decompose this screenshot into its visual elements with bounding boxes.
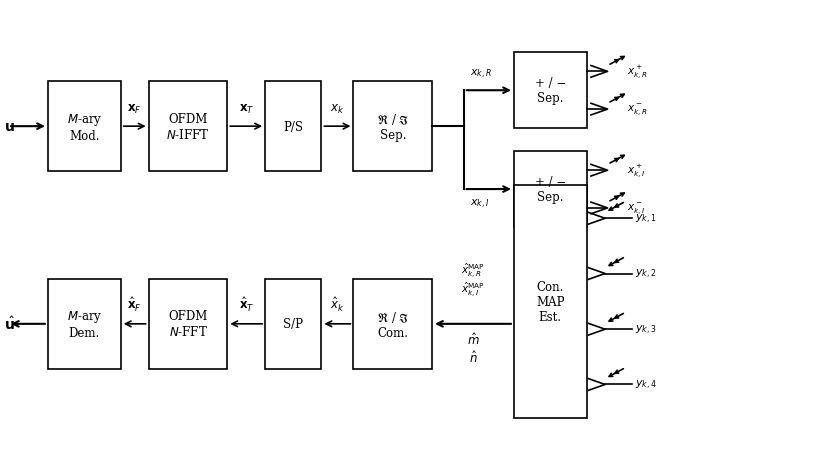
Text: $y_{k,3}$: $y_{k,3}$ (635, 323, 656, 336)
Text: $\mathbf{x}_F$: $\mathbf{x}_F$ (127, 103, 142, 116)
Text: $\hat{x}_k$: $\hat{x}_k$ (330, 295, 344, 313)
Text: $y_{k,1}$: $y_{k,1}$ (635, 212, 656, 226)
FancyBboxPatch shape (354, 279, 432, 369)
FancyBboxPatch shape (149, 82, 227, 172)
FancyBboxPatch shape (514, 53, 587, 129)
FancyBboxPatch shape (265, 279, 321, 369)
FancyBboxPatch shape (149, 279, 227, 369)
Text: OFDM
$N$-IFFT: OFDM $N$-IFFT (166, 112, 210, 142)
Text: P/S: P/S (283, 120, 304, 133)
Text: $\hat{m}$: $\hat{m}$ (467, 331, 479, 347)
Text: $M$-ary
Dem.: $M$-ary Dem. (67, 308, 102, 340)
Text: $x_k$: $x_k$ (330, 103, 344, 116)
FancyBboxPatch shape (47, 82, 121, 172)
Text: $y_{k,4}$: $y_{k,4}$ (635, 378, 656, 391)
Text: $x_{k,R}$: $x_{k,R}$ (470, 68, 493, 81)
FancyBboxPatch shape (514, 185, 587, 418)
Text: + / −
Sep.: + / − Sep. (535, 77, 566, 105)
Text: + / −
Sep.: + / − Sep. (535, 176, 566, 203)
Text: $\mathfrak{R}$ / $\mathfrak{I}$
Sep.: $\mathfrak{R}$ / $\mathfrak{I}$ Sep. (377, 112, 409, 142)
FancyBboxPatch shape (265, 82, 321, 172)
FancyBboxPatch shape (354, 82, 432, 172)
Text: $\mathfrak{R}$ / $\mathfrak{I}$
Com.: $\mathfrak{R}$ / $\mathfrak{I}$ Com. (377, 309, 409, 339)
Text: Con.
MAP
Est.: Con. MAP Est. (536, 280, 565, 323)
Text: $\mathbf{u}$: $\mathbf{u}$ (4, 120, 15, 134)
FancyBboxPatch shape (514, 152, 587, 228)
Text: $\mathbf{x}_T$: $\mathbf{x}_T$ (239, 103, 254, 116)
Text: S/P: S/P (283, 318, 304, 331)
Text: $\hat{n}$: $\hat{n}$ (468, 349, 478, 365)
Text: $\hat{\mathbf{u}}$: $\hat{\mathbf{u}}$ (4, 316, 15, 333)
Text: $M$-ary
Mod.: $M$-ary Mod. (67, 111, 102, 143)
Text: $x_{k,R}^-$: $x_{k,R}^-$ (627, 102, 648, 118)
Text: $\hat{x}_{k,R}^{\mathrm{MAP}}$: $\hat{x}_{k,R}^{\mathrm{MAP}}$ (461, 261, 485, 279)
Text: $y_{k,2}$: $y_{k,2}$ (635, 267, 656, 281)
Text: OFDM
$N$-FFT: OFDM $N$-FFT (168, 309, 208, 339)
Text: $x_{k,I}^+$: $x_{k,I}^+$ (627, 162, 646, 179)
FancyBboxPatch shape (47, 279, 121, 369)
Text: $\hat{\mathbf{x}}_T$: $\hat{\mathbf{x}}_T$ (239, 295, 254, 313)
Text: $x_{k,I}^-$: $x_{k,I}^-$ (627, 201, 646, 216)
Text: $\hat{\mathbf{x}}_F$: $\hat{\mathbf{x}}_F$ (127, 295, 142, 313)
Text: $x_{k,I}$: $x_{k,I}$ (470, 198, 490, 211)
Text: $\hat{x}_{k,I}^{\mathrm{MAP}}$: $\hat{x}_{k,I}^{\mathrm{MAP}}$ (461, 280, 485, 298)
Text: $x_{k,R}^+$: $x_{k,R}^+$ (627, 64, 648, 81)
